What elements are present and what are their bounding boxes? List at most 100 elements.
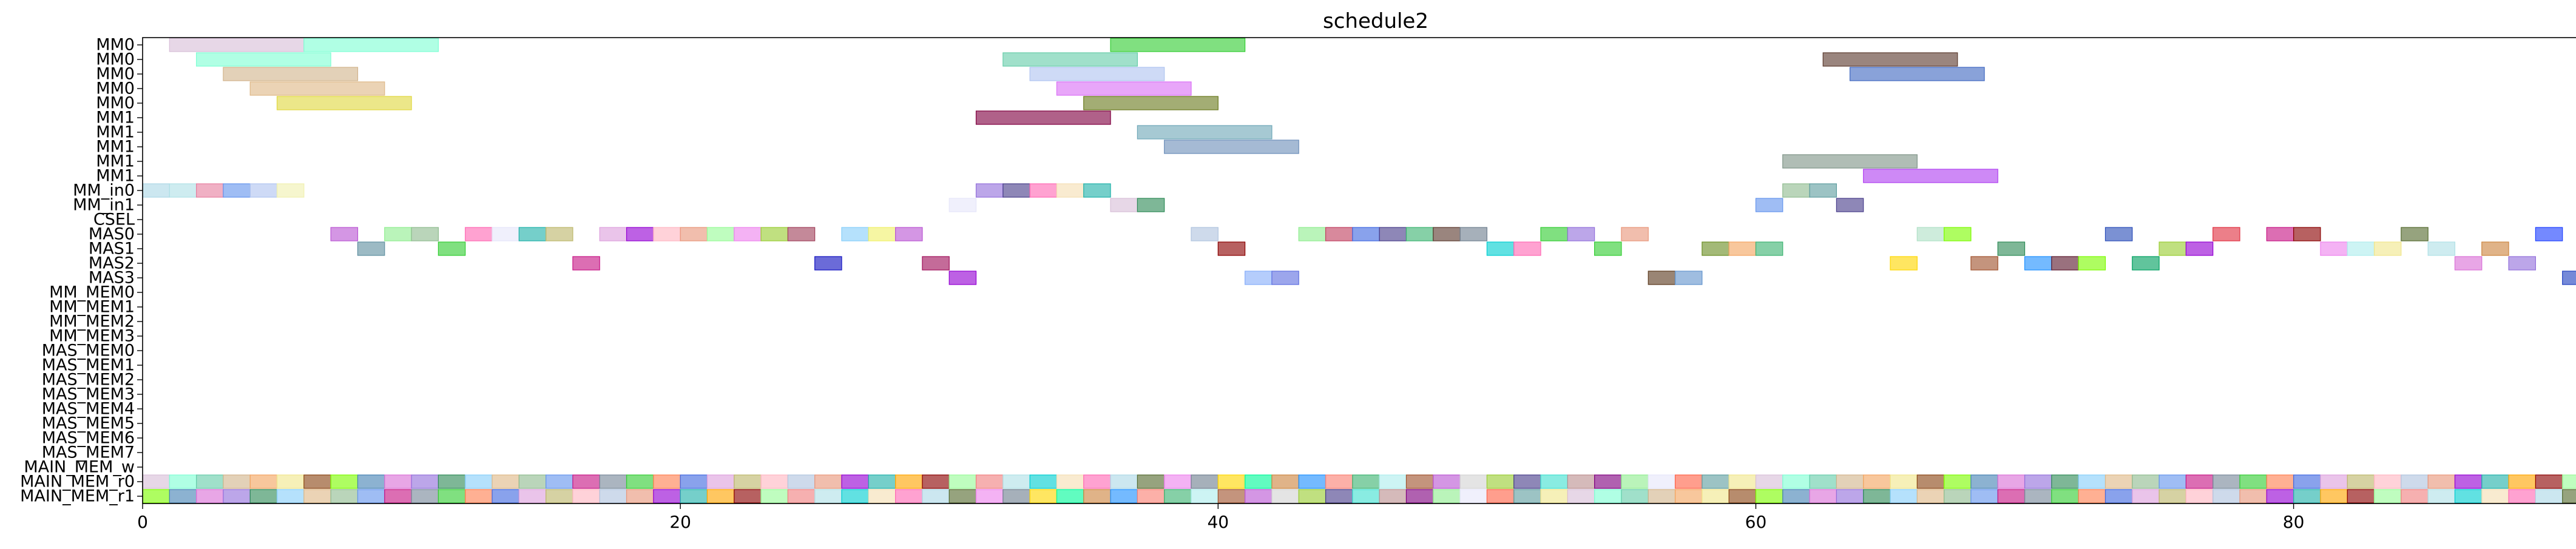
plot-frame (142, 37, 2576, 504)
task-bar (2104, 227, 2133, 241)
y-tick-label: MM_in1 (73, 196, 135, 215)
memory-access-bar (1298, 474, 1327, 489)
task-bar (626, 227, 654, 241)
task-bar (1755, 241, 1783, 256)
memory-access-bar (2427, 474, 2456, 489)
memory-access-bar (1405, 474, 1434, 489)
task-bar (2508, 256, 2536, 271)
memory-access-bar (169, 474, 197, 489)
memory-access-bar (2024, 489, 2052, 504)
memory-access-bar (841, 489, 869, 504)
task-bar (975, 183, 1004, 198)
memory-access-bar (2239, 474, 2267, 489)
task-bar (2266, 227, 2294, 241)
memory-access-bar (546, 474, 573, 489)
task-bar (1916, 227, 1945, 241)
task-bar (223, 67, 359, 81)
task-bar (1002, 52, 1138, 67)
task-bar (2481, 241, 2509, 256)
memory-access-bar (276, 474, 305, 489)
x-tick-label: 0 (137, 512, 148, 532)
task-bar (518, 227, 547, 241)
memory-access-bar (1002, 489, 1030, 504)
memory-access-bar (465, 489, 493, 504)
memory-access-bar (734, 474, 762, 489)
task-bar (1405, 227, 1434, 241)
chart-title: schedule2 (1323, 9, 1428, 33)
y-tick-label: MAS1 (89, 240, 135, 258)
memory-access-bar (1702, 489, 1729, 504)
memory-access-bar (2562, 474, 2576, 489)
memory-access-bar (1567, 474, 1595, 489)
memory-access-bar (1271, 489, 1299, 504)
memory-access-bar (2401, 489, 2429, 504)
memory-access-bar (2132, 474, 2160, 489)
y-tick-label: MAS_MEM1 (42, 356, 135, 375)
memory-access-bar (1191, 474, 1219, 489)
memory-access-bar (1728, 489, 1757, 504)
memory-access-bar (895, 489, 923, 504)
memory-access-bar (2535, 489, 2563, 504)
task-bar (1002, 183, 1030, 198)
task-bar (1782, 183, 1810, 198)
task-bar (276, 96, 412, 110)
memory-access-bar (2078, 474, 2106, 489)
y-tick-label: MM1 (96, 167, 135, 186)
memory-access-bar (1271, 474, 1299, 489)
memory-access-bar (1083, 474, 1111, 489)
task-bar (1890, 256, 1918, 271)
memory-access-bar (1621, 474, 1649, 489)
memory-access-bar (1433, 474, 1461, 489)
y-tick-label: MAS_MEM5 (42, 414, 135, 433)
task-bar (1782, 154, 1918, 169)
memory-access-bar (546, 489, 573, 504)
memory-access-bar (1782, 474, 1810, 489)
task-bar (1997, 241, 2026, 256)
memory-access-bar (2562, 489, 2576, 504)
task-bar (2078, 256, 2106, 271)
task-bar (1728, 241, 1757, 256)
memory-access-bar (1809, 474, 1837, 489)
y-tick-label: MM0 (96, 79, 135, 98)
y-axis: MM0MM0MM0MM0MM0MM1MM1MM1MM1MM1MM_in0MM_i… (20, 36, 143, 506)
memory-access-bar (706, 474, 735, 489)
y-tick-label: MAS_MEM2 (42, 371, 135, 389)
y-tick-label: MM1 (96, 123, 135, 142)
memory-access-bar (2185, 489, 2214, 504)
task-bar (2320, 241, 2348, 256)
task-bar (196, 183, 224, 198)
memory-access-bar (1997, 489, 2026, 504)
task-bar (706, 227, 735, 241)
memory-access-bar (330, 474, 359, 489)
task-bar (2454, 256, 2483, 271)
task-bar (841, 227, 869, 241)
memory-access-bar (1594, 474, 1622, 489)
task-bar (1110, 38, 1246, 52)
memory-access-bar (1325, 489, 1353, 504)
y-tick-label: MAS_MEM4 (42, 400, 135, 419)
memory-access-bar (249, 474, 278, 489)
memory-access-bar (276, 489, 305, 504)
task-bar (1702, 241, 1729, 256)
y-tick-label: MM_MEM1 (49, 298, 135, 317)
memory-access-bar (518, 474, 547, 489)
memory-access-bar (2104, 474, 2133, 489)
x-tick-label: 20 (669, 512, 691, 532)
memory-access-bar (1164, 489, 1192, 504)
task-bar (1513, 241, 1541, 256)
task-bar (1822, 52, 1958, 67)
memory-access-bar (330, 489, 359, 504)
memory-access-bar (1002, 474, 1030, 489)
memory-access-bar (1486, 474, 1515, 489)
memory-access-bar (2508, 489, 2536, 504)
memory-access-bar (1890, 489, 1918, 504)
memory-access-bar (599, 489, 627, 504)
memory-access-bar (1674, 489, 1703, 504)
memory-access-bar (1486, 489, 1515, 504)
y-tick-label: MM_MEM3 (49, 327, 135, 346)
task-bar (465, 227, 493, 241)
memory-access-bar (1728, 474, 1757, 489)
memory-access-bar (1674, 474, 1703, 489)
memory-access-bar (1890, 474, 1918, 489)
memory-access-bar (1540, 474, 1568, 489)
